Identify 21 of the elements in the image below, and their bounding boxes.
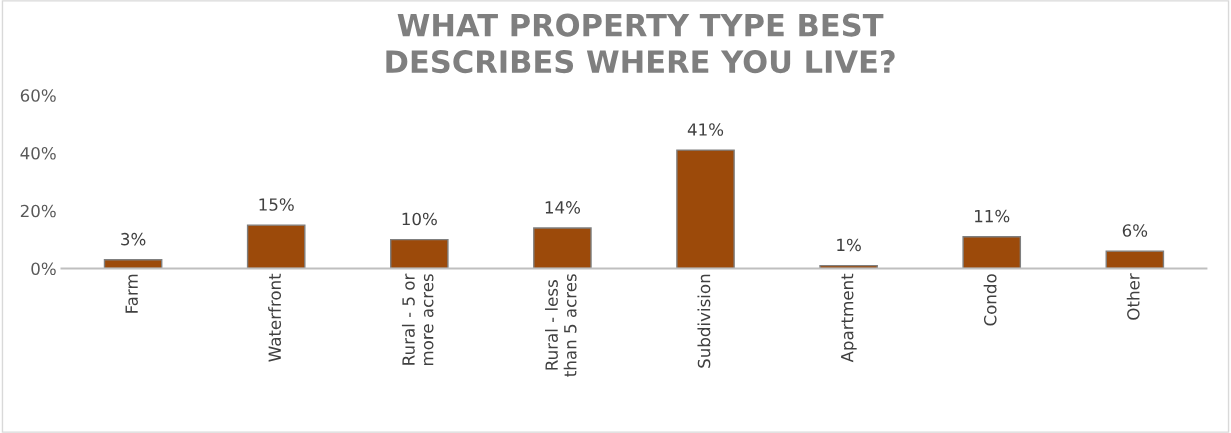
y-tick-label: 20% [20, 204, 56, 218]
chart-title: WHAT PROPERTY TYPE BEST DESCRIBES WHERE YOU LIVE? [386, 13, 895, 74]
x-tick-label: Subdivision [697, 274, 711, 368]
data-label: 11% [975, 209, 1010, 223]
x-tick-label: Apartment [841, 273, 857, 363]
data-label: 6% [1122, 224, 1148, 237]
data-label: 41% [687, 123, 724, 136]
data-label: 10% [402, 212, 437, 226]
x-tick-label: Rural - 5 or more acres [401, 273, 434, 366]
x-tick-label: Rural - less than 5 acres [545, 274, 577, 377]
x-tick-label: Farm [125, 274, 138, 313]
x-tick-label: Waterfront [268, 273, 282, 362]
x-tick-label: Condo [983, 274, 997, 326]
data-label: 15% [259, 198, 294, 211]
y-tick-label: 60% [20, 89, 56, 102]
y-tick-label: 0% [31, 262, 56, 276]
data-label: 14% [545, 201, 581, 214]
data-label: 1% [837, 238, 861, 252]
x-tick-label: Other [1126, 273, 1140, 320]
y-tick-label: 40% [20, 146, 56, 160]
data-label: 3% [121, 232, 146, 246]
